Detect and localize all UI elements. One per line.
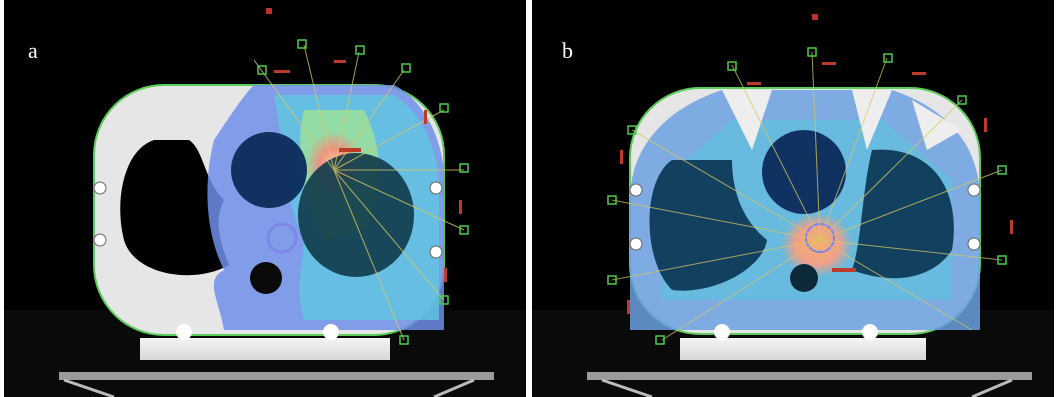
panel-a-image xyxy=(4,8,526,397)
panel-a: a xyxy=(4,0,526,397)
couch xyxy=(680,338,926,360)
panel-label-b: b xyxy=(562,38,573,63)
panel-label-a: a xyxy=(28,38,38,63)
couch xyxy=(140,338,390,360)
left-lung xyxy=(120,140,229,276)
panel-b-image xyxy=(532,14,1054,397)
panel-b: b xyxy=(532,0,1054,397)
